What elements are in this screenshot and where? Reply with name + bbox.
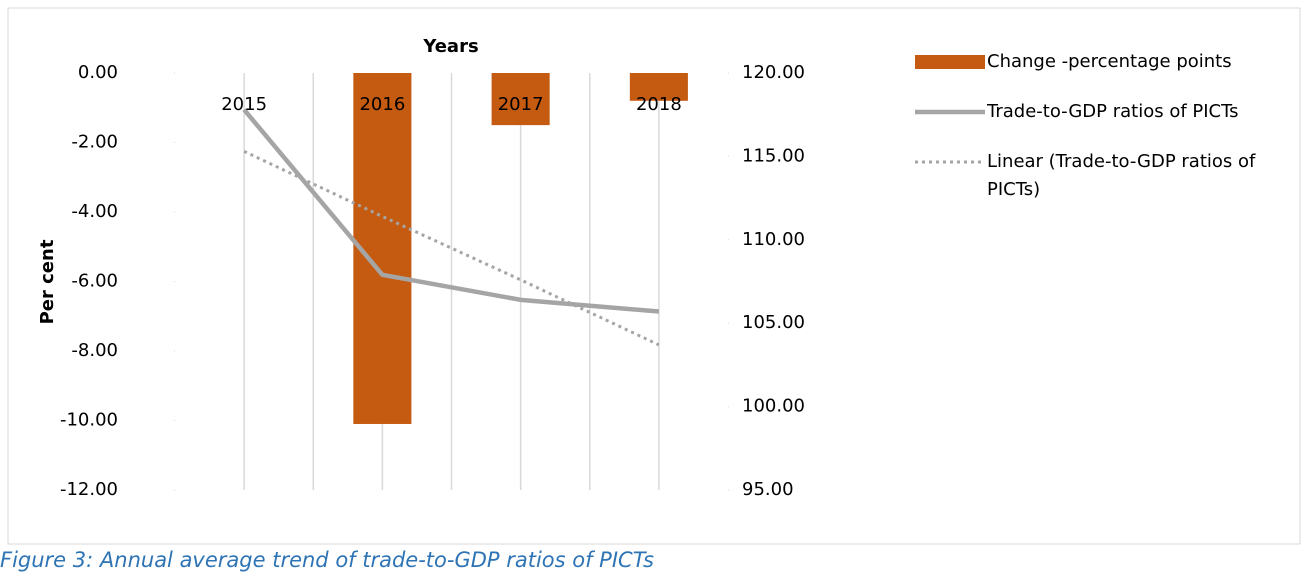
y2-tick-label: 110.00 bbox=[742, 229, 805, 250]
y-tick-label: -10.00 bbox=[60, 410, 118, 431]
legend-swatch-mark bbox=[915, 55, 985, 69]
chart-border bbox=[7, 7, 1301, 545]
bar bbox=[491, 73, 550, 126]
legend-swatch bbox=[915, 55, 985, 69]
legend-item: Linear (Trade-to-GDP ratios of PICTs) bbox=[915, 148, 1295, 204]
y-tick-label: -6.00 bbox=[71, 271, 118, 292]
legend-label: Change -percentage points bbox=[987, 51, 1232, 72]
caption: Figure 3: Annual average trend of trade-… bbox=[0, 548, 654, 572]
bar bbox=[629, 73, 688, 101]
y2-tick-label: 120.00 bbox=[742, 62, 805, 83]
y-tick-label: -12.00 bbox=[60, 479, 118, 500]
y-tick-label: -2.00 bbox=[71, 132, 118, 153]
y2-tick-label: 100.00 bbox=[742, 396, 805, 417]
y2-tick-label: 95.00 bbox=[742, 479, 794, 500]
legend-label: Linear (Trade-to-GDP ratios of PICTs) bbox=[987, 151, 1256, 200]
x-tick-label: 2017 bbox=[498, 94, 544, 115]
y-tick-label: -4.00 bbox=[71, 201, 118, 222]
x-tick-label: 2015 bbox=[221, 94, 267, 115]
y-tick-label: 0.00 bbox=[78, 62, 118, 83]
x-axis-title: Years bbox=[422, 36, 478, 57]
legend-label: Trade-to-GDP ratios of PICTs bbox=[987, 101, 1239, 122]
x-tick-label: 2016 bbox=[359, 94, 405, 115]
y2-tick-label: 105.00 bbox=[742, 312, 805, 333]
legend-swatch bbox=[915, 160, 985, 164]
legend-item: Trade-to-GDP ratios of PICTs bbox=[915, 98, 1295, 126]
y2-tick-label: 115.00 bbox=[742, 145, 805, 166]
x-tick-label: 2018 bbox=[636, 94, 682, 115]
y-tick-label: -8.00 bbox=[71, 340, 118, 361]
line bbox=[242, 108, 660, 314]
legend: Change -percentage points Trade-to-GDP ra… bbox=[915, 48, 1295, 226]
legend-item: Change -percentage points bbox=[915, 48, 1295, 76]
legend-swatch bbox=[915, 109, 985, 115]
y-axis-title: Per cent bbox=[37, 239, 58, 324]
